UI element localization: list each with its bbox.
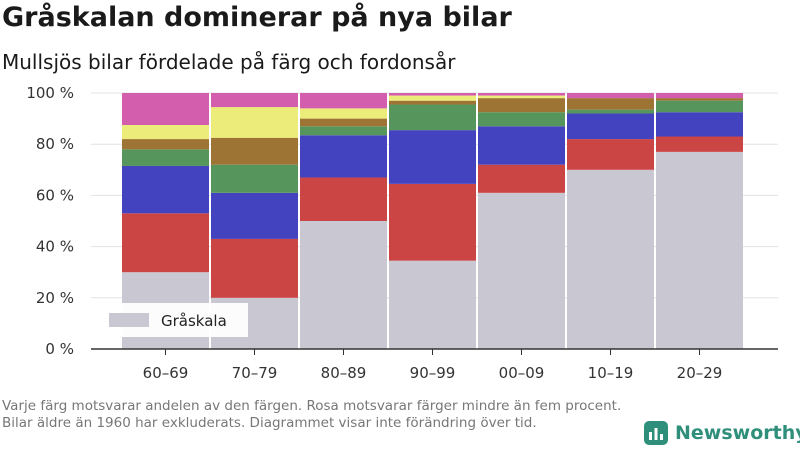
bar-segment <box>122 213 209 273</box>
bar-segment <box>478 98 565 113</box>
bar-segment <box>389 260 476 349</box>
bar-segment <box>567 109 654 114</box>
bar-segment <box>211 238 298 298</box>
y-tick-label: 0 % <box>45 340 74 358</box>
stacked-bar-chart: 0 % 20 % 40 % 60 % 80 % 100 % 60–69 70–79 80–89 9… <box>26 84 778 382</box>
bar-segment <box>122 93 209 125</box>
x-tick-label: 00–09 <box>499 364 545 382</box>
bar-segment <box>389 183 476 261</box>
bar-segment <box>122 139 209 150</box>
bar-segment <box>656 93 743 99</box>
brand-logo[interactable]: Newsworthy <box>643 420 800 446</box>
newsworthy-logo-icon <box>644 421 668 445</box>
x-tick-label: 70–79 <box>232 364 278 382</box>
brand-name: Newsworthy <box>675 422 800 444</box>
bar-segment <box>656 100 743 113</box>
x-tick-label: 10–19 <box>588 364 634 382</box>
bar-segment <box>300 118 387 127</box>
bar-segment <box>122 149 209 166</box>
bar-segment <box>567 98 654 110</box>
bar-segment <box>389 93 476 96</box>
y-tick-label: 20 % <box>36 289 74 307</box>
bar-segment <box>389 130 476 184</box>
legend-swatch <box>109 313 149 327</box>
bar-segment <box>478 112 565 127</box>
chart-title: Gråskalan dominerar på nya bilar <box>2 2 512 33</box>
bar-segment <box>122 125 209 140</box>
bar-segment <box>300 135 387 178</box>
bar-segment <box>567 113 654 140</box>
x-tick-label: 90–99 <box>410 364 456 382</box>
x-tick-label: 20–29 <box>677 364 723 382</box>
bar-segment <box>211 107 298 138</box>
bar-segment <box>478 126 565 165</box>
bar-segment <box>389 100 476 105</box>
y-tick-label: 100 % <box>26 84 74 102</box>
bar-segment <box>478 192 565 349</box>
bar-segment <box>300 93 387 109</box>
legend-label: Gråskala <box>161 312 227 330</box>
bar-segment <box>567 93 654 99</box>
bar-segment <box>478 93 565 96</box>
x-tick-label: 60–69 <box>143 364 189 382</box>
bar-segment <box>478 164 565 193</box>
y-tick-label: 40 % <box>36 238 74 256</box>
bar-segment <box>567 169 654 349</box>
bar-segment <box>567 139 654 170</box>
bar-segment <box>211 93 298 108</box>
bar-segment <box>300 126 387 136</box>
bar-segment <box>389 104 476 131</box>
y-tick-label: 60 % <box>36 186 74 204</box>
bar-segment <box>389 95 476 101</box>
x-tick-label: 80–89 <box>321 364 367 382</box>
bar-segment <box>300 177 387 221</box>
bar-segment <box>656 112 743 137</box>
bar-segment <box>478 95 565 99</box>
bar-segment <box>211 137 298 165</box>
bar-segment <box>656 98 743 101</box>
bar-segment <box>211 192 298 239</box>
chart-subtitle: Mullsjös bilar fördelade på färg och for… <box>2 50 456 74</box>
bar-segment <box>656 151 743 349</box>
footnote: Varje färg motsvarar andelen av den färg… <box>2 398 622 431</box>
bar-segment <box>211 164 298 193</box>
bar-segment <box>300 108 387 119</box>
y-tick-label: 80 % <box>36 135 74 153</box>
bar-segment <box>122 165 209 214</box>
bar-segment <box>656 136 743 152</box>
bar-segment <box>300 221 387 349</box>
